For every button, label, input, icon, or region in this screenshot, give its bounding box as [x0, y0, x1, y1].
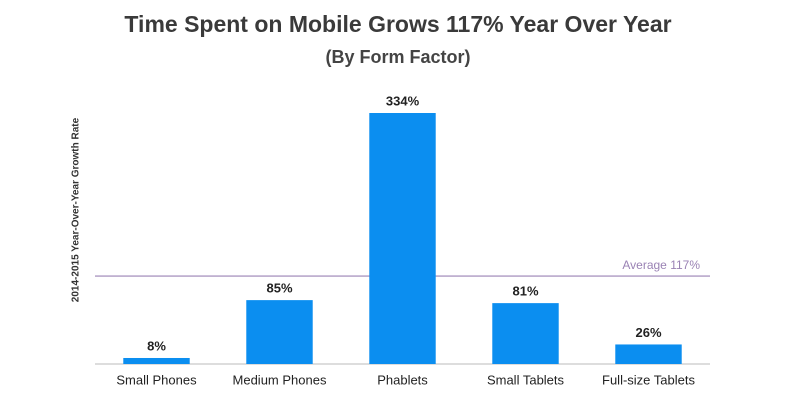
- x-tick-label: Phablets: [377, 372, 428, 387]
- bar: [123, 357, 190, 364]
- bar: [615, 344, 682, 364]
- value-label: 85%: [266, 281, 292, 296]
- bar: [492, 303, 559, 364]
- value-label: 81%: [512, 284, 538, 299]
- x-tick-label: Full-size Tablets: [602, 372, 695, 387]
- x-tick-label: Small Tablets: [487, 372, 565, 387]
- bar: [369, 113, 436, 364]
- chart-subtitle: (By Form Factor): [325, 47, 470, 67]
- average-label: Average 117%: [622, 258, 700, 272]
- bar: [246, 300, 313, 364]
- value-label: 8%: [147, 338, 166, 353]
- value-label: 334%: [386, 93, 420, 108]
- x-tick-label: Medium Phones: [233, 372, 327, 387]
- chart-title: Time Spent on Mobile Grows 117% Year Ove…: [124, 11, 671, 37]
- value-label: 26%: [635, 325, 661, 340]
- y-axis-label: 2014-2015 Year-Over-Year Growth Rate: [71, 117, 82, 302]
- x-tick-label: Small Phones: [116, 372, 197, 387]
